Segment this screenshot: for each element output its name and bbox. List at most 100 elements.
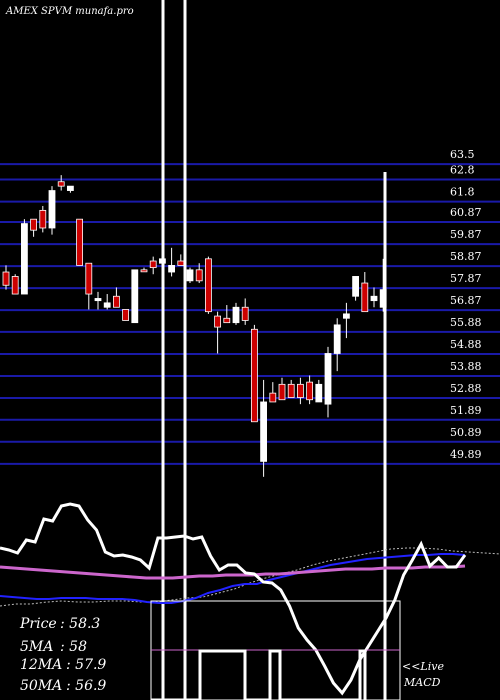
ma50-value: : 56.9 xyxy=(66,678,106,694)
candle-body xyxy=(177,260,185,266)
ma12-value: : 57.9 xyxy=(66,657,106,673)
candle-body xyxy=(361,282,369,313)
candle-body xyxy=(333,324,341,354)
candle-body xyxy=(113,295,120,308)
y-tick-label: 62.8 xyxy=(450,164,475,177)
candle-body xyxy=(85,262,93,295)
ma5-value: : 58 xyxy=(60,639,87,655)
candle xyxy=(287,379,295,398)
candle xyxy=(140,267,148,273)
candle-body xyxy=(352,276,360,297)
candle-body xyxy=(168,265,176,273)
candle-body xyxy=(306,381,314,401)
candle-body xyxy=(94,298,102,302)
candle-body xyxy=(39,209,47,229)
candle xyxy=(306,375,314,405)
info-panel: Price : 58.3 5MA : 58 12MA : 57.9 50MA :… xyxy=(19,616,106,694)
y-tick-label: 51.89 xyxy=(450,404,482,417)
candle xyxy=(11,274,19,295)
y-tick-label: 52.88 xyxy=(450,382,482,395)
candle-body xyxy=(232,306,240,324)
candle xyxy=(76,218,83,266)
macd-label: MACD xyxy=(403,676,441,689)
y-tick-label: 50.89 xyxy=(450,426,482,439)
ma5-label: 5MA xyxy=(20,639,53,655)
candle xyxy=(168,247,176,277)
candle xyxy=(2,265,10,290)
candle xyxy=(241,298,249,325)
candle xyxy=(324,346,332,418)
candle xyxy=(232,302,240,325)
candle xyxy=(131,269,139,324)
candles xyxy=(2,175,387,477)
candle xyxy=(352,276,360,301)
candle xyxy=(67,185,74,193)
candle xyxy=(214,311,222,354)
candle xyxy=(296,377,304,405)
candle-body xyxy=(149,260,157,269)
candle-body xyxy=(260,401,268,462)
candle-body xyxy=(103,302,111,308)
candle xyxy=(204,256,212,314)
candle xyxy=(260,379,268,477)
candle-body xyxy=(204,258,212,313)
y-tick-label: 57.87 xyxy=(450,272,482,285)
ma-magenta-line xyxy=(0,564,466,580)
volume-spikes xyxy=(161,0,387,700)
candle-body xyxy=(158,258,166,264)
candle-body xyxy=(48,190,56,229)
candle-body xyxy=(379,289,387,308)
ma-lines xyxy=(0,502,500,696)
candle-body xyxy=(223,317,231,324)
candle-body xyxy=(241,306,249,321)
candle-body xyxy=(11,276,19,295)
candle xyxy=(278,377,286,401)
ma-white-line xyxy=(0,502,467,696)
y-tick-label: 49.89 xyxy=(450,448,482,461)
candle-body xyxy=(296,383,304,398)
candle-body xyxy=(315,383,323,403)
ma-blue-line xyxy=(0,553,466,604)
candle xyxy=(39,205,47,233)
candle xyxy=(177,254,185,266)
candle-body xyxy=(131,269,139,324)
candle xyxy=(315,379,323,403)
y-tick-label: 61.8 xyxy=(450,186,475,199)
candle xyxy=(269,382,277,403)
candle-body xyxy=(67,185,74,191)
ma12-label: 12MA xyxy=(20,657,62,673)
candle xyxy=(379,258,387,312)
candle xyxy=(195,263,203,284)
candle-body xyxy=(2,271,10,286)
candle xyxy=(149,256,157,275)
price-grid xyxy=(0,163,500,465)
y-tick-label: 58.87 xyxy=(450,250,482,263)
candle xyxy=(48,186,56,235)
macd-live-label: <<Live xyxy=(402,660,444,673)
candle xyxy=(30,218,38,237)
price-value: : 58.3 xyxy=(60,616,100,632)
y-tick-label: 54.88 xyxy=(450,338,482,351)
candle-body xyxy=(186,269,194,282)
y-tick-label: 59.87 xyxy=(450,228,482,241)
candle-body xyxy=(122,309,129,321)
y-tick-label: 55.88 xyxy=(450,316,482,329)
chart-title: AMEX SPVM munafa.pro xyxy=(5,6,134,17)
candle xyxy=(57,175,65,191)
candle-body xyxy=(370,295,378,302)
y-tick-label: 60.87 xyxy=(450,206,482,219)
candle xyxy=(20,219,28,295)
macd-histogram xyxy=(151,649,367,700)
candle xyxy=(158,252,166,264)
candle xyxy=(250,324,258,423)
candle-body xyxy=(76,218,83,266)
candle xyxy=(370,287,378,308)
candle xyxy=(122,309,129,321)
y-axis-ticks: 63.5 62.8 61.8 60.87 59.87 58.87 57.87 56.87 55.… xyxy=(450,148,482,461)
candle-body xyxy=(140,269,148,273)
candle-body xyxy=(195,269,203,282)
candle-body xyxy=(269,392,277,403)
candle-body xyxy=(250,328,258,423)
